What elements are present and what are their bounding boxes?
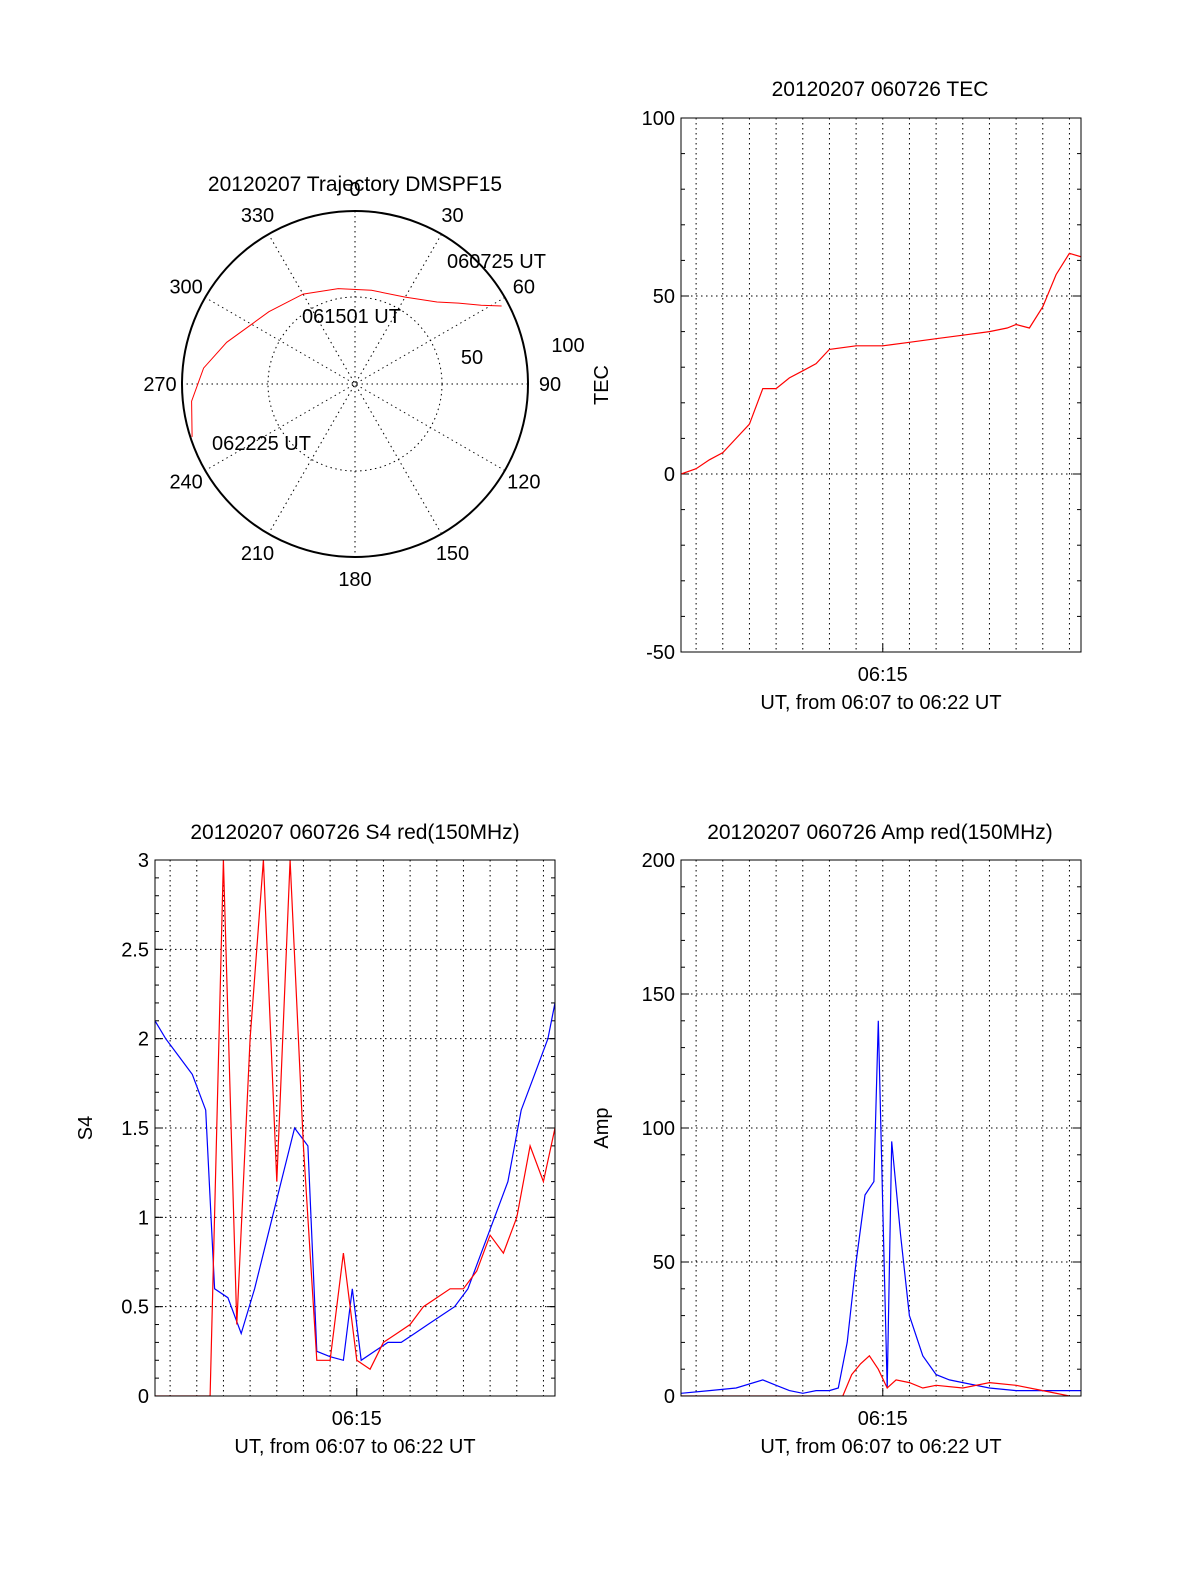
polar-angle-label-0: 0 <box>349 179 360 201</box>
s4-frame <box>154 859 556 1397</box>
tec-title: 20120207 060726 TEC <box>772 78 989 101</box>
tec-xtick-label: 06:15 <box>858 664 908 686</box>
polar-angle-label-30: 30 <box>441 205 463 227</box>
polar-angle-label-300: 300 <box>169 277 202 299</box>
amp-series-1 <box>681 1354 1070 1396</box>
tec-ytick-label: -50 <box>646 642 675 664</box>
s4-ytick-label: 0 <box>138 1386 149 1408</box>
s4-panel: 20120207 060726 S4 red(150MHz) S4 UT, from… <box>75 821 556 1458</box>
amp-ylabel: Amp <box>591 1107 613 1148</box>
s4-ytick-label: 3 <box>138 850 149 872</box>
polar-angle-label-150: 150 <box>436 543 469 565</box>
s4-xtick-label: 06:15 <box>332 1408 382 1430</box>
s4-title: 20120207 060726 S4 red(150MHz) <box>190 821 519 844</box>
amp-xtick-label: 06:15 <box>858 1408 908 1430</box>
polar-spoke-150 <box>268 233 442 535</box>
amp-ytick-label: 50 <box>653 1252 675 1274</box>
tec-ylabel: TEC <box>591 365 613 405</box>
polar-radial-tick-50: 50 <box>461 347 483 369</box>
amp-series-0 <box>681 1020 1081 1394</box>
amp-ytick-label: 150 <box>642 984 675 1006</box>
trajectory-label-start: 060725 UT <box>447 251 546 273</box>
polar-spoke-30 <box>268 233 442 535</box>
polar-angle-label-210: 210 <box>241 543 274 565</box>
s4-ylabel: S4 <box>75 1116 97 1140</box>
polar-angle-label-180: 180 <box>338 569 371 591</box>
tec-series-0 <box>681 252 1081 475</box>
s4-series-1 <box>155 860 555 1396</box>
polar-angle-labels: 0 30 60 90 120 150 180 210 240 270 300 330 <box>143 179 561 591</box>
trajectory-label-end: 062225 UT <box>212 433 311 455</box>
amp-panel: 20120207 060726 Amp red(150MHz) Amp UT, fr… <box>591 821 1082 1458</box>
polar-angle-label-120: 120 <box>507 472 540 494</box>
s4-ytick-label: 2 <box>138 1029 149 1051</box>
trajectory-label-mid: 061501 UT <box>302 306 401 328</box>
trajectory-title: 20120207 Trajectory DMSPF15 <box>208 173 502 196</box>
polar-angle-label-330: 330 <box>241 205 274 227</box>
polar-angle-label-90: 90 <box>539 374 561 396</box>
s4-xlabel: UT, from 06:07 to 06:22 UT <box>234 1436 475 1458</box>
amp-ytick-label: 0 <box>664 1386 675 1408</box>
s4-series-0 <box>155 1002 555 1362</box>
polar-angle-label-270: 270 <box>143 374 176 396</box>
s4-ytick-label: 1.5 <box>121 1118 149 1140</box>
polar-angle-label-60: 60 <box>513 277 535 299</box>
polar-angle-label-240: 240 <box>169 472 202 494</box>
s4-ytick-label: 2.5 <box>121 939 149 961</box>
tec-ytick-label: 100 <box>642 108 675 130</box>
tec-ytick-label: 50 <box>653 286 675 308</box>
polar-radial-tick-100: 100 <box>551 335 584 357</box>
trajectory-panel: 20120207 Trajectory DMSPF15 0 30 60 90 120 15… <box>143 173 584 591</box>
tec-xlabel: UT, from 06:07 to 06:22 UT <box>760 692 1001 714</box>
s4-ytick-label: 0.5 <box>121 1297 149 1319</box>
tec-panel: 20120207 060726 TEC TEC UT, from 06:07 to … <box>591 78 1082 714</box>
trajectory-line <box>191 288 502 437</box>
amp-title: 20120207 060726 Amp red(150MHz) <box>707 821 1053 844</box>
tec-ytick-label: 0 <box>664 464 675 486</box>
s4-ytick-label: 1 <box>138 1207 149 1229</box>
amp-ytick-label: 100 <box>642 1118 675 1140</box>
amp-ytick-label: 200 <box>642 850 675 872</box>
amp-frame <box>680 859 1082 1397</box>
amp-xlabel: UT, from 06:07 to 06:22 UT <box>760 1436 1001 1458</box>
tec-frame <box>680 117 1082 653</box>
